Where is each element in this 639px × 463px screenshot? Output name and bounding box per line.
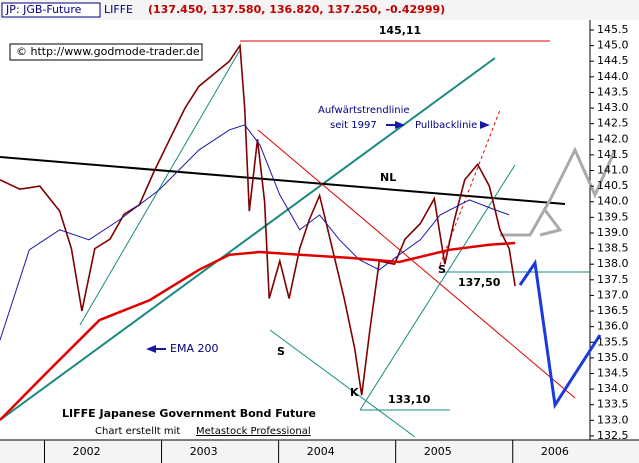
- y-tick-label: 132.5: [597, 429, 629, 442]
- y-tick-label: 133.0: [597, 413, 629, 426]
- y-tick-label: 143.0: [597, 101, 629, 114]
- y-tick-label: 138.0: [597, 257, 629, 270]
- annotation: 133,10: [388, 393, 431, 406]
- arrow: [395, 121, 405, 129]
- x-tick-label: 2002: [73, 445, 101, 458]
- annotation: S: [277, 345, 285, 358]
- y-tick-label: 133.5: [597, 398, 629, 411]
- annotation: S: [438, 263, 446, 276]
- arrow: [146, 345, 156, 353]
- drawings: [0, 40, 617, 438]
- y-tick-label: 134.5: [597, 366, 629, 379]
- y-tick-label: 134.0: [597, 382, 629, 395]
- source: © http://www.godmode-trader.de: [16, 45, 200, 58]
- y-tick-label: 136.0: [597, 320, 629, 333]
- y-tick-label: 145.5: [597, 23, 629, 36]
- down-line: [257, 129, 576, 399]
- exchange: LIFFE: [104, 3, 133, 16]
- y-tick-label: 139.0: [597, 226, 629, 239]
- y-tick-label: 135.5: [597, 335, 629, 348]
- neckline: [0, 156, 566, 205]
- x-tick-label: 2004: [307, 445, 335, 458]
- y-tick-label: 137.0: [597, 288, 629, 301]
- y-tick-label: 142.5: [597, 117, 629, 130]
- annotation: 145,11: [379, 24, 421, 37]
- pullback-line: [439, 109, 501, 266]
- x-axis-band: [0, 440, 639, 463]
- annotation: Chart erstellt mit: [95, 426, 180, 437]
- annotation: LIFFE Japanese Government Bond Future: [62, 407, 316, 420]
- source-box: [9, 43, 203, 61]
- y-tick-label: 139.5: [597, 210, 629, 223]
- annotation: EMA 200: [170, 342, 218, 355]
- y-tick-label: 136.5: [597, 304, 629, 317]
- x-tick-label: 2003: [190, 445, 218, 458]
- y-tick-label: 144.5: [597, 54, 629, 67]
- series-line: [0, 43, 516, 396]
- x-tick-label: 2006: [541, 445, 569, 458]
- trend-line: [0, 57, 496, 421]
- forecast-path: [518, 258, 602, 410]
- trend-line: [79, 49, 241, 326]
- y-tick-label: 140.5: [597, 179, 629, 192]
- arrow: [480, 121, 490, 129]
- annotation: Metastock Professional: [196, 426, 311, 437]
- y-tick-label: 135.0: [597, 351, 629, 364]
- header-bar: [0, 0, 639, 20]
- annotation: Pullbacklinie: [415, 120, 477, 131]
- series-line: [0, 124, 510, 341]
- y-tick-label: 141.5: [597, 148, 629, 161]
- x-tick-label: 2005: [424, 445, 452, 458]
- y-tick-label: 143.5: [597, 85, 629, 98]
- annotation: Aufwärtstrendlinie: [318, 105, 410, 116]
- quote: (137.450, 137.580, 136.820, 137.250, -0.…: [148, 3, 445, 16]
- y-tick-label: 138.5: [597, 242, 629, 255]
- y-tick-label: 144.0: [597, 70, 629, 83]
- y-tick-label: 141.0: [597, 164, 629, 177]
- annotation: K: [350, 386, 359, 399]
- symbol-box: [1, 2, 101, 18]
- y-tick-label: 140.0: [597, 195, 629, 208]
- y-tick-label: 142.0: [597, 132, 629, 145]
- annotation: 137,50: [458, 276, 501, 289]
- symbol: JP: JGB-Future: [5, 3, 82, 16]
- alt-forecast: [539, 209, 563, 237]
- annotation: NL: [380, 171, 396, 184]
- channel-line: [359, 164, 516, 411]
- y-tick-label: 137.5: [597, 273, 629, 286]
- channel-line: [269, 329, 416, 438]
- alt-forecast: [500, 146, 617, 237]
- series-line: [0, 241, 516, 421]
- y-tick-label: 145.0: [597, 39, 629, 52]
- annotation: seit 1997: [330, 120, 377, 131]
